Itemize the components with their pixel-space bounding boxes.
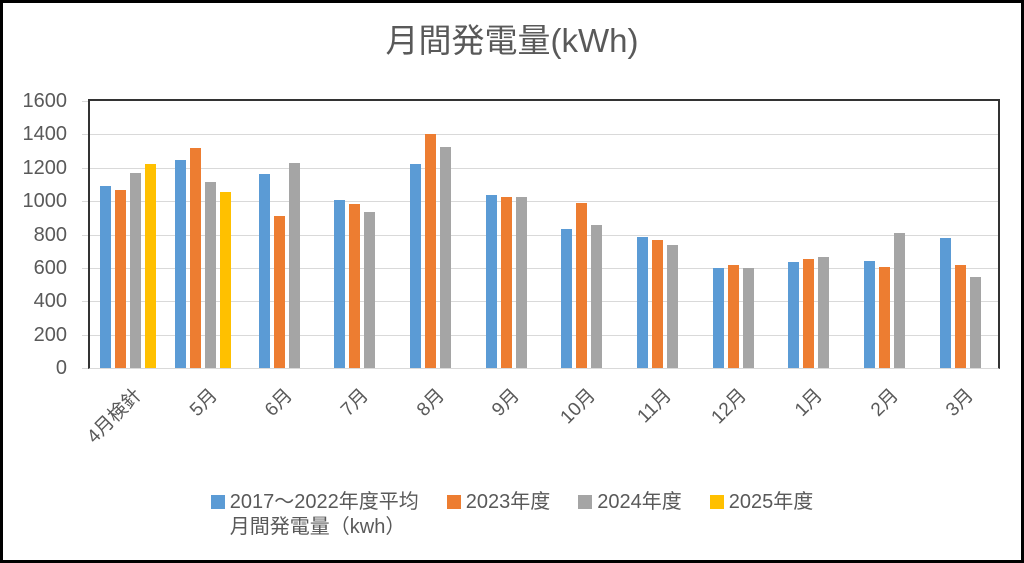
bar-group: [847, 101, 923, 368]
legend-label-line: 2024年度: [597, 491, 682, 513]
legend-label: 2024年度: [597, 490, 682, 515]
legend-swatch: [446, 495, 461, 509]
legend-label-line: 2023年度: [465, 491, 551, 513]
bar-series-2: [878, 267, 890, 368]
bar-series-2: [273, 216, 285, 368]
y-axis-label: 1000: [22, 190, 68, 213]
bar-group: [695, 101, 771, 368]
bar-series-2: [651, 239, 663, 368]
legend-item-series-3: 2024年度: [578, 490, 682, 515]
gridline: [90, 201, 998, 203]
bar-series-4: [144, 163, 156, 368]
gridline: [90, 234, 998, 236]
legend-item-series-1: 2017～2022年度平均 月間発電量（kwh）: [210, 490, 419, 540]
y-axis-label: 0: [55, 357, 67, 379]
bar-group: [393, 101, 469, 368]
bar-series-1: [334, 200, 346, 368]
bar-series-1: [99, 186, 111, 368]
bar-group: [468, 101, 544, 368]
y-axis-label: 1600: [22, 90, 68, 112]
legend-label-line: 2025年度: [728, 491, 814, 513]
y-axis-label: 1400: [22, 123, 68, 146]
bar-series-2: [803, 258, 815, 368]
bar-series-1: [175, 160, 187, 368]
gridline: [90, 301, 998, 303]
bar-series-3: [129, 172, 141, 368]
gridline: [90, 267, 998, 269]
bar-series-3: [893, 232, 905, 368]
bar-series-2: [576, 202, 588, 368]
bar-group: [166, 101, 242, 368]
legend-label-line: 月間発電量（kwh）: [229, 516, 406, 538]
bar-series-3: [591, 224, 603, 368]
y-axis-tick: [82, 101, 90, 102]
legend: 2017～2022年度平均 月間発電量（kwh） 2023年度 2024年度 2025年…: [3, 490, 1021, 540]
legend-swatch: [709, 495, 724, 509]
bar-group: [241, 101, 317, 368]
gridline: [90, 167, 998, 169]
bar-group: [771, 101, 847, 368]
bar-series-3: [364, 212, 376, 368]
legend-item-series-4: 2025年度: [709, 490, 814, 515]
y-axis-label: 800: [33, 223, 67, 246]
bar-series-2: [500, 197, 512, 368]
y-axis-tick: [82, 301, 90, 303]
bar-series-3: [205, 181, 217, 368]
bar-series-2: [727, 264, 739, 368]
bar-group: [620, 101, 696, 368]
y-axis-tick: [82, 334, 90, 336]
y-axis-tick: [82, 368, 90, 369]
bar-series-2: [954, 265, 966, 368]
gridline-layer: [90, 101, 998, 368]
bar-series-1: [788, 262, 800, 368]
bar-series-1: [712, 267, 724, 368]
legend-swatch: [210, 495, 225, 509]
bar-series-3: [288, 162, 300, 368]
bar-group: [90, 101, 166, 368]
bar-series-2: [349, 203, 361, 368]
legend-label: 2017～2022年度平均 月間発電量（kwh）: [230, 490, 419, 540]
bar-series-3: [818, 257, 830, 368]
bar-series-1: [485, 195, 497, 368]
legend-label-line: 2017～2022年度平均: [229, 491, 419, 513]
legend-label: 2023年度: [466, 490, 551, 515]
y-axis-label: 200: [33, 323, 67, 346]
bar-group: [544, 101, 620, 368]
bar-series-1: [561, 228, 573, 368]
legend-label: 2025年度: [729, 490, 814, 515]
gridline: [90, 134, 998, 136]
bar-series-3: [742, 267, 754, 368]
bar-series-2: [114, 190, 126, 368]
bar-series-1: [863, 261, 875, 368]
plot-area: [88, 99, 1000, 369]
y-axis-label: 1200: [22, 156, 68, 179]
y-axis-tick: [82, 201, 90, 203]
y-axis-label: 600: [33, 256, 67, 279]
gridline: [90, 334, 998, 336]
y-axis-label: 400: [33, 290, 67, 313]
bar-series-2: [190, 147, 202, 368]
y-axis-tick: [82, 234, 90, 236]
bar-group: [317, 101, 393, 368]
bar-series-1: [636, 237, 648, 368]
legend-item-series-2: 2023年度: [446, 490, 551, 515]
bar-series-3: [515, 197, 527, 368]
bar-series-1: [939, 237, 951, 368]
bar-series-1: [258, 174, 270, 368]
bar-series-4: [220, 191, 232, 368]
y-axis-tick: [82, 267, 90, 269]
bar-series-1: [409, 164, 421, 368]
bar-series-3: [666, 245, 678, 368]
bar-series-2: [424, 133, 436, 368]
bar-series-3: [439, 146, 451, 368]
y-axis-tick: [82, 134, 90, 136]
bar-group: [922, 101, 998, 368]
bar-series-3: [969, 277, 981, 368]
bars-layer: [90, 101, 998, 368]
chart-title: 月間発電量(kWh): [385, 22, 639, 59]
y-axis-tick: [82, 167, 90, 169]
legend-swatch: [578, 495, 593, 509]
